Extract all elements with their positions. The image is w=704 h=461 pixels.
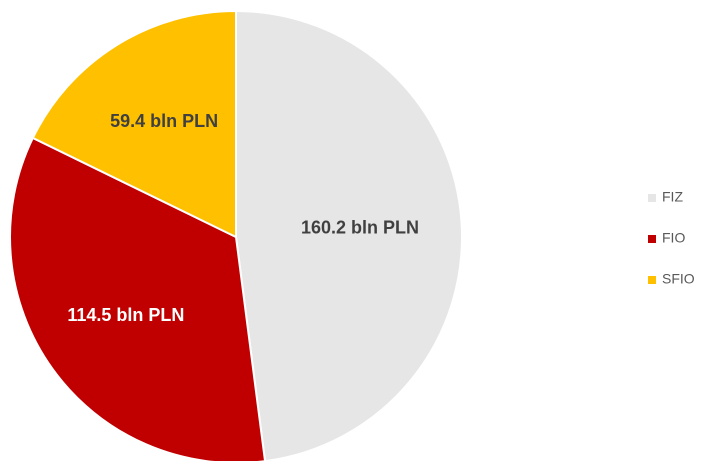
- legend-label: SFIO: [662, 271, 695, 287]
- pie-slice: [31, 9, 237, 239]
- legend-label: FIO: [662, 230, 685, 246]
- legend-swatch: [648, 276, 656, 284]
- legend-swatch: [648, 235, 656, 243]
- slice-label: 114.5 bln PLN: [67, 305, 184, 325]
- pie-slice: [9, 136, 267, 461]
- slice-label: 160.2 bln PLN: [301, 218, 419, 238]
- pie-slice: [235, 9, 463, 461]
- legend-label: FIZ: [662, 189, 683, 205]
- slice-label: 59.4 bln PLN: [110, 111, 218, 131]
- legend-swatch: [648, 194, 656, 202]
